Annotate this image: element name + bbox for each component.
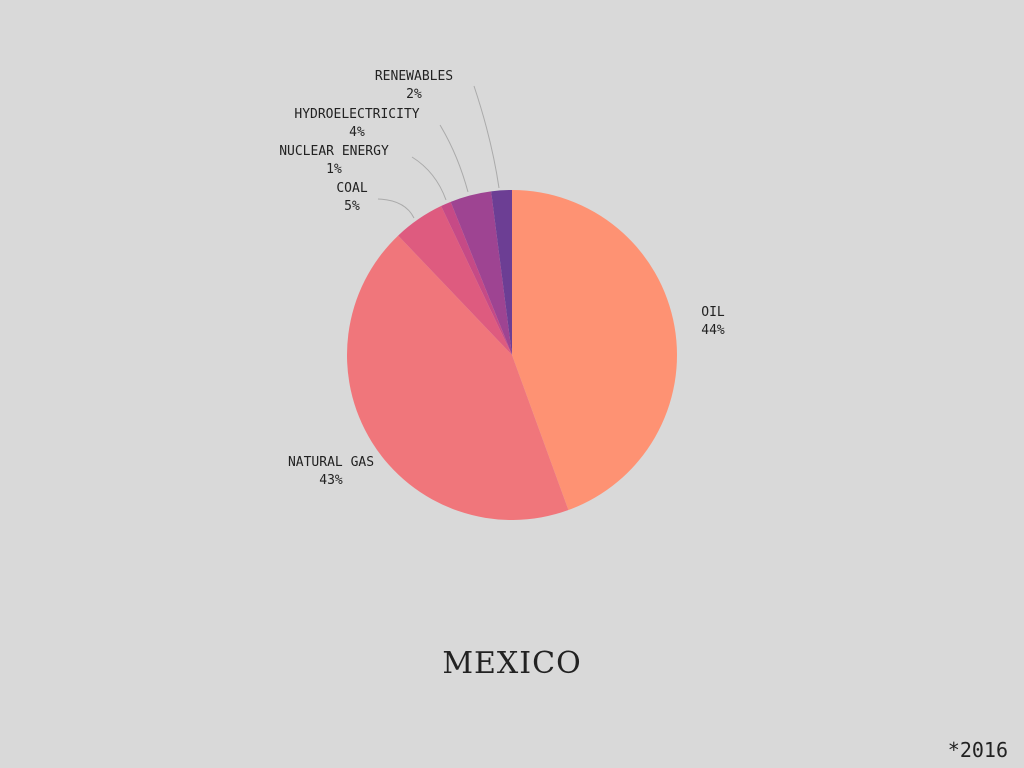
- slice-label-name: OIL: [701, 305, 725, 320]
- chart-title: MEXICO: [442, 646, 582, 681]
- leader-line: [377, 198, 415, 219]
- leader-line: [473, 85, 500, 189]
- slice-label-value: 5%: [344, 199, 360, 214]
- slice-label-value: 4%: [349, 125, 365, 140]
- pie-slice-natural-gas: [346, 235, 569, 520]
- slice-label-value: 43%: [319, 473, 343, 488]
- pie-slice-oil: [512, 190, 677, 511]
- leader-line: [439, 124, 469, 193]
- slice-label-name: COAL: [336, 181, 367, 196]
- pie-slices: [346, 190, 677, 520]
- pie-slice-coal: [398, 206, 512, 355]
- slice-label-value: 44%: [701, 323, 725, 338]
- slice-labels: OIL 44% NATURAL GAS 43% COAL 5% NUCLEAR ENERGY…: [279, 69, 725, 488]
- slice-label-name: NATURAL GAS: [288, 455, 374, 470]
- leader-line: [411, 156, 447, 201]
- pie-slice-nuclear-energy: [441, 201, 512, 355]
- slice-label-name: RENEWABLES: [375, 69, 453, 84]
- slice-label-value: 1%: [326, 162, 342, 177]
- pie-slice-hydroelectricity: [450, 191, 512, 355]
- slice-label-value: 2%: [406, 87, 422, 102]
- leader-lines: [377, 85, 500, 219]
- slice-label-name: NUCLEAR ENERGY: [279, 144, 389, 159]
- slice-label-name: HYDROELECTRICITY: [294, 107, 419, 122]
- footnote-year: *2016: [947, 738, 1008, 762]
- pie-slice-renewables: [491, 190, 512, 355]
